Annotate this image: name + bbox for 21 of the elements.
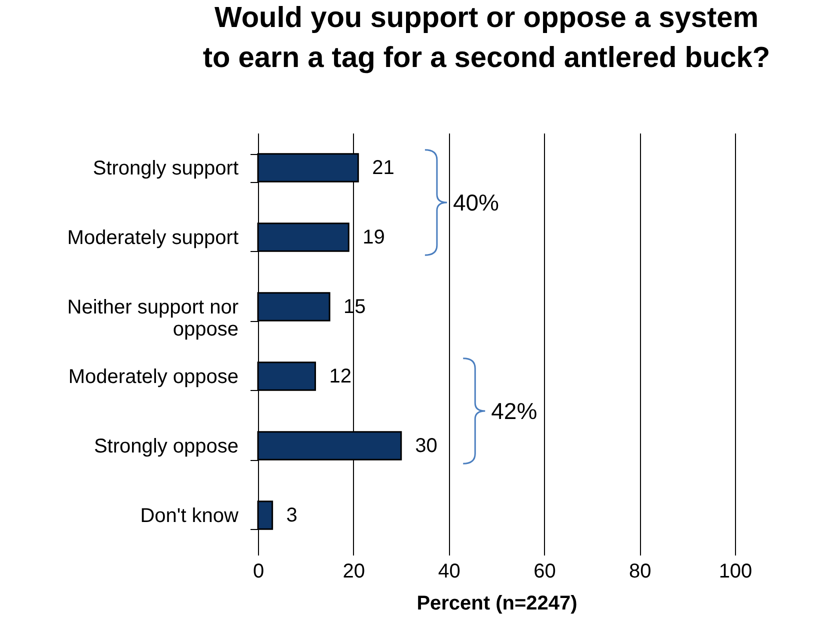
chart-title: Would you support or oppose a system to earn a tag for a second antlered buck? — [202, 2, 770, 74]
y-tick-label: Strongly oppose — [94, 435, 238, 458]
y-tick-label: Moderately oppose — [68, 366, 238, 388]
data-label: 21 — [372, 156, 394, 179]
y-tick-label: Neither support nor oppose — [67, 296, 239, 340]
annotation: 42% — [491, 398, 538, 424]
x-tick-label: 40 — [438, 560, 460, 582]
y-tick-label: Moderately support — [67, 226, 239, 249]
y-tick-label: Don't know — [140, 504, 240, 527]
data-label: 3 — [286, 504, 298, 526]
x-tick-label: 20 — [342, 560, 366, 582]
annotation: 40% — [452, 190, 499, 216]
x-axis-title: Percent (n=2247) — [416, 592, 578, 614]
data-label: 12 — [329, 365, 352, 388]
x-tick-label: 60 — [534, 560, 556, 582]
x-tick-label: 80 — [628, 560, 652, 582]
data-label: 19 — [362, 226, 385, 248]
y-tick-label: Strongly support — [92, 157, 239, 180]
data-label: 30 — [415, 434, 438, 457]
x-tick-label: 0 — [252, 560, 264, 582]
x-tick-label: 100 — [718, 560, 752, 582]
